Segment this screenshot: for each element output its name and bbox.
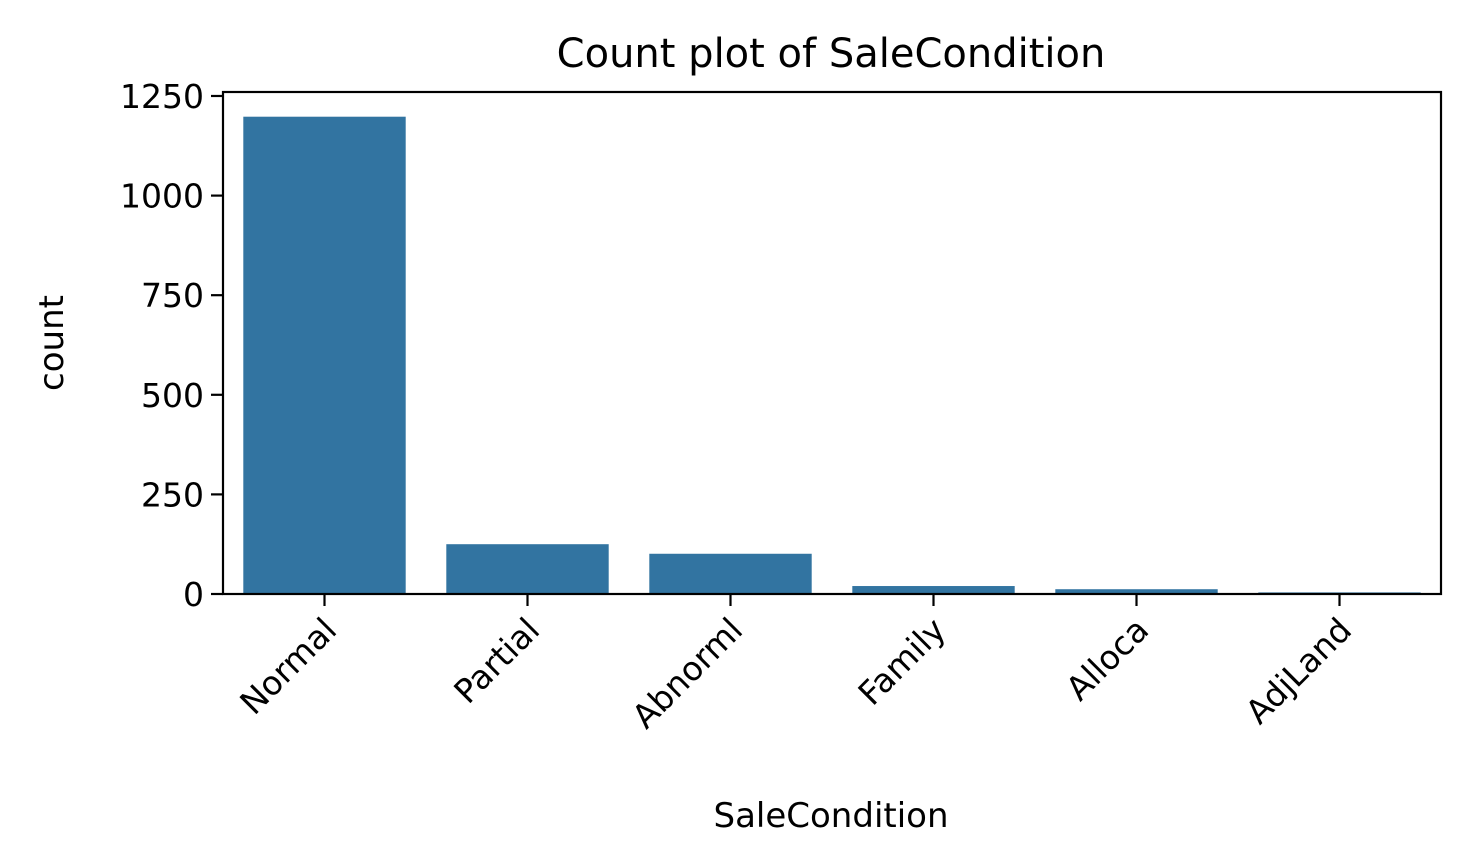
y-axis-label: count: [32, 295, 72, 391]
y-tick-label-0: 0: [183, 575, 204, 614]
y-tick-label-250: 250: [141, 475, 204, 514]
bar-abnorml: [649, 553, 812, 594]
bars-group: [243, 116, 1421, 594]
y-tick-label-1250: 1250: [120, 77, 204, 116]
y-tick-label-1000: 1000: [120, 177, 204, 216]
x-tick-label-abnorml: Abnorml: [624, 610, 750, 736]
x-tick-label-family: Family: [850, 610, 953, 713]
y-tick-label-750: 750: [141, 276, 204, 315]
chart-title: Count plot of SaleCondition: [557, 31, 1106, 77]
bar-family: [852, 586, 1015, 594]
plot-frame: [221, 90, 1443, 596]
x-tick-label-adjland: AdjLand: [1238, 610, 1359, 731]
bar-partial: [446, 544, 609, 594]
x-tick-label-normal: Normal: [232, 610, 344, 722]
bar-alloca: [1055, 589, 1218, 594]
x-axis: Normal Partial Abnorml Family Alloca AdjLand: [232, 594, 1359, 736]
x-tick-label-partial: Partial: [446, 610, 547, 711]
y-axis: 0 250 500 750 1000 1250: [120, 77, 223, 614]
x-axis-label: SaleCondition: [713, 796, 948, 836]
bar-normal: [243, 116, 406, 594]
x-tick-label-alloca: Alloca: [1058, 610, 1156, 708]
y-tick-label-500: 500: [141, 376, 204, 415]
